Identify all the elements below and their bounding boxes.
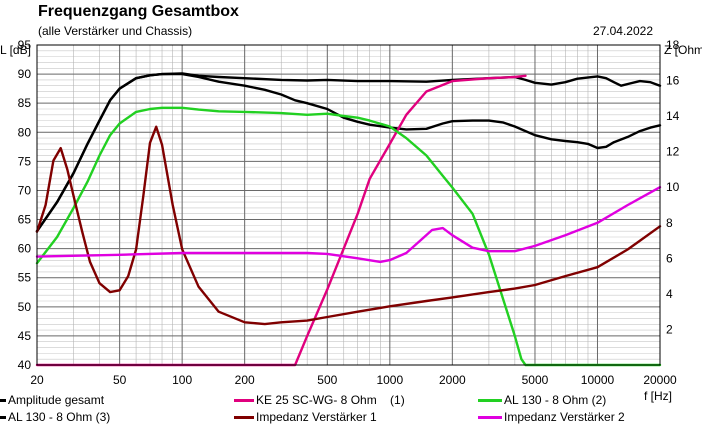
legend-swatch <box>0 399 6 403</box>
x-tick-label: 20000 <box>643 373 677 387</box>
chart-subtitle: (alle Verstärker und Chassis) <box>38 24 193 38</box>
y-tick-label: 80 <box>18 125 32 139</box>
series-line-5 <box>35 186 662 264</box>
x-axis-label: f [Hz] <box>644 389 672 403</box>
y-tick-label: 70 <box>18 183 32 197</box>
y-tick-label: 90 <box>18 67 32 81</box>
legend-label: Impedanz Verstärker 1 <box>256 410 377 424</box>
x-tick-label: 50 <box>113 373 127 387</box>
legend-swatch <box>0 416 6 420</box>
y-tick-label: 65 <box>18 213 32 227</box>
y-axis-label: L [dB] <box>0 43 31 57</box>
y-tick-label: 60 <box>18 242 32 256</box>
plot-frame <box>36 44 661 366</box>
x-tick-label: 2000 <box>439 373 466 387</box>
series-line-2 <box>35 74 527 367</box>
y2-tick-label: 2 <box>666 322 673 336</box>
y2-tick-label: 4 <box>666 287 673 301</box>
y-tick-label: 85 <box>18 96 32 110</box>
legend-label: Amplitude gesamt <box>8 393 105 407</box>
y-tick-label: 75 <box>18 154 32 168</box>
chart-title: Frequenzgang Gesamtbox <box>38 3 239 20</box>
x-tick-label: 100 <box>172 373 192 387</box>
series-line-1 <box>35 72 662 233</box>
legend-swatch <box>478 416 502 420</box>
x-tick-label: 1000 <box>376 373 403 387</box>
legend-label: Impedanz Verstärker 2 <box>504 410 625 424</box>
axis-labels: 40 45 50 55 60 65 70 75 80 85 90 95 2 4 6 8 10 12 14 16 18 20… <box>0 38 702 403</box>
x-tick-label: 500 <box>317 373 337 387</box>
y2-tick-label: 6 <box>666 251 673 265</box>
legend-label: KE 25 SC-WG- 8 Ohm (1) <box>256 393 405 407</box>
x-tick-label: 5000 <box>522 373 549 387</box>
legend-swatch <box>234 416 254 420</box>
y2-tick-label: 10 <box>666 180 680 194</box>
series-line-4 <box>35 125 662 326</box>
y-tick-label: 55 <box>18 271 32 285</box>
chart-date: 27.04.2022 <box>592 24 653 38</box>
x-tick-label: 200 <box>235 373 255 387</box>
legend-item-impedanz-1: Impedanz Verstärker 1 <box>234 410 377 424</box>
y2-tick-label: 18 <box>666 38 680 52</box>
y-tick-label: 95 <box>18 38 32 52</box>
y2-axis-label: Z [Ohm] <box>664 43 702 57</box>
series-layer <box>35 72 662 367</box>
x-tick-label: 20 <box>30 373 44 387</box>
legend-item-al130-2: AL 130 - 8 Ohm (2) <box>478 393 606 407</box>
y2-tick-label: 14 <box>666 109 680 123</box>
y-tick-label: 45 <box>18 329 32 343</box>
minor-grid <box>36 44 661 366</box>
series-line-3 <box>35 106 662 367</box>
legend-label: AL 130 - 8 Ohm (2) <box>504 393 607 407</box>
y2-tick-label: 12 <box>666 145 680 159</box>
y-tick-label: 40 <box>18 358 32 372</box>
legend-label: AL 130 - 8 Ohm (3) <box>8 410 111 424</box>
x-tick-label: 10000 <box>581 373 615 387</box>
major-grid <box>36 44 661 366</box>
legend-item-amplitude-gesamt: Amplitude gesamt <box>0 393 104 407</box>
legend-item-impedanz-2: Impedanz Verstärker 2 <box>478 410 625 424</box>
legend-item-ke25: KE 25 SC-WG- 8 Ohm (1) <box>234 393 405 407</box>
y2-tick-label: 16 <box>666 74 680 88</box>
legend-swatch <box>478 399 502 403</box>
legend-swatch <box>234 399 254 403</box>
y-tick-label: 50 <box>18 300 32 314</box>
legend-item-al130-3: AL 130 - 8 Ohm (3) <box>0 410 110 424</box>
y2-tick-label: 8 <box>666 216 673 230</box>
